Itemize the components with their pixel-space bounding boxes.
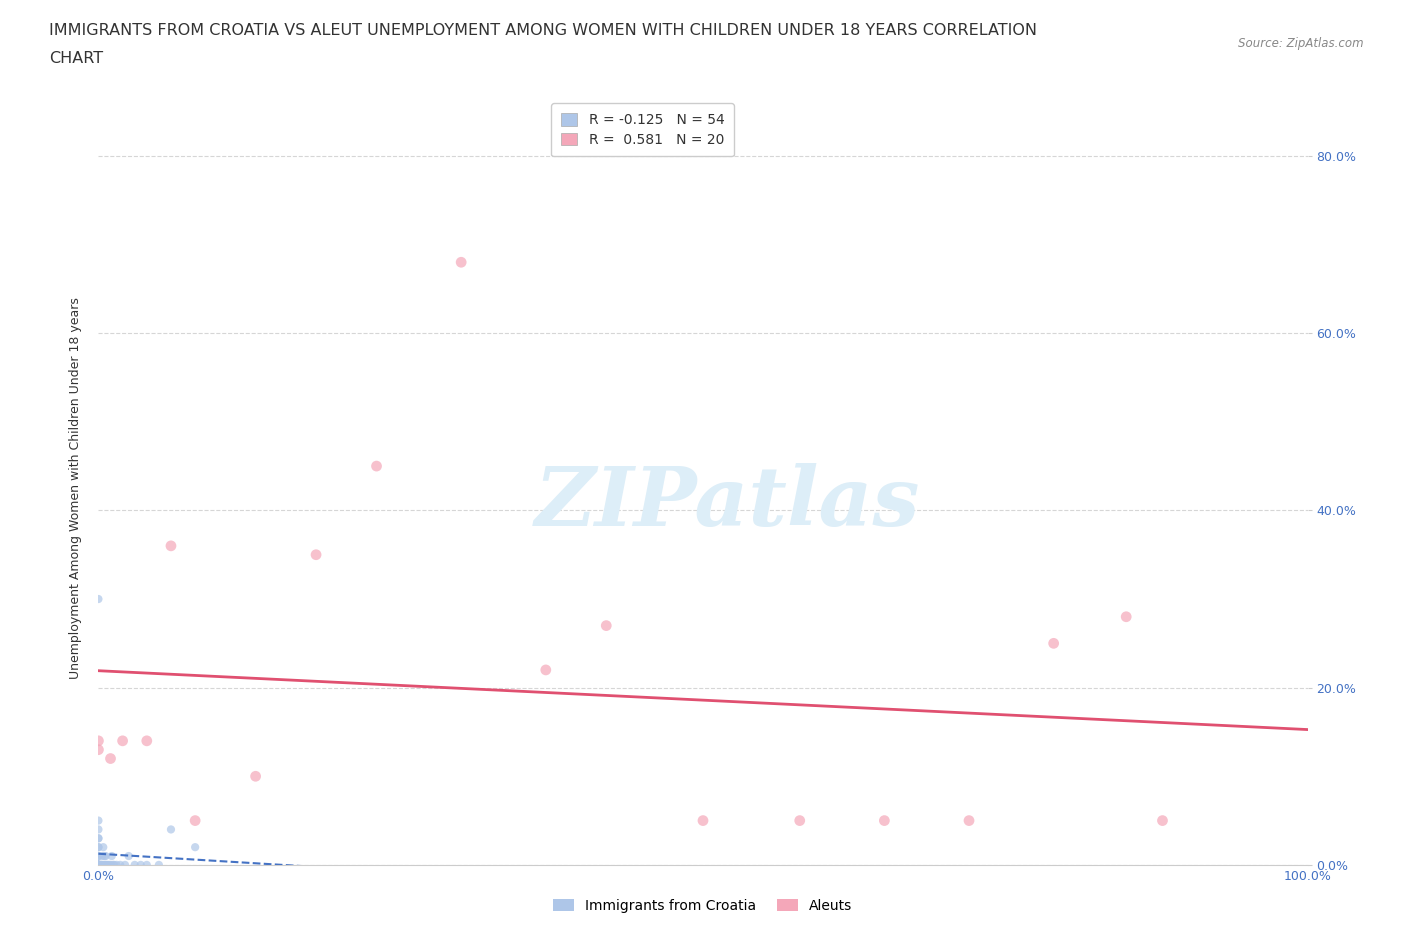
Point [114, 857, 136, 872]
Point [91, 848, 114, 863]
Point [87, 857, 110, 872]
Text: IMMIGRANTS FROM CROATIA VS ALEUT UNEMPLOYMENT AMONG WOMEN WITH CHILDREN UNDER 18: IMMIGRANTS FROM CROATIA VS ALEUT UNEMPLO… [49, 23, 1038, 38]
Point [90, 857, 112, 872]
Point [87, 857, 110, 872]
Point [135, 857, 157, 872]
Point [98, 857, 121, 872]
Point [160, 538, 183, 553]
Point [87, 857, 110, 872]
Y-axis label: Unemployment Among Women with Children Under 18 years: Unemployment Among Women with Children U… [69, 298, 83, 679]
Point [87, 830, 110, 845]
Point [108, 857, 131, 872]
Text: CHART: CHART [49, 51, 103, 66]
Point [87, 857, 110, 872]
Point [87, 857, 110, 872]
Point [1115, 609, 1137, 624]
Point [87, 591, 110, 606]
Point [692, 813, 714, 828]
Point [100, 848, 122, 863]
Point [1152, 813, 1174, 828]
Point [957, 813, 980, 828]
Point [135, 734, 157, 749]
Point [87, 857, 110, 872]
Point [118, 848, 141, 863]
Point [101, 857, 124, 872]
Point [873, 813, 896, 828]
Point [148, 857, 170, 872]
Point [91, 857, 114, 872]
Point [100, 751, 122, 766]
Point [87, 830, 110, 845]
Point [87, 813, 110, 828]
Point [595, 618, 617, 633]
Point [87, 857, 110, 872]
Point [1042, 636, 1064, 651]
Point [87, 857, 110, 872]
Point [87, 848, 110, 863]
Point [87, 822, 110, 837]
Point [89, 857, 111, 872]
Point [87, 734, 110, 749]
Point [111, 734, 134, 749]
Point [184, 813, 207, 828]
Point [97, 857, 120, 872]
Text: ZIPatlas: ZIPatlas [534, 463, 920, 543]
Legend: Immigrants from Croatia, Aleuts: Immigrants from Croatia, Aleuts [548, 894, 858, 919]
Point [91, 857, 114, 872]
Point [89, 857, 111, 872]
Point [103, 857, 125, 872]
Point [91, 840, 114, 855]
Point [96, 857, 118, 872]
Point [87, 857, 110, 872]
Point [305, 547, 328, 562]
Point [94, 848, 117, 863]
Point [87, 857, 110, 872]
Point [90, 857, 112, 872]
Point [100, 857, 122, 872]
Point [87, 857, 110, 872]
Point [93, 848, 115, 863]
Point [789, 813, 811, 828]
Point [87, 848, 110, 863]
Legend: R = -0.125   N = 54, R =  0.581   N = 20: R = -0.125 N = 54, R = 0.581 N = 20 [551, 103, 734, 156]
Point [87, 857, 110, 872]
Point [245, 769, 267, 784]
Point [94, 857, 117, 872]
Point [87, 857, 110, 872]
Point [87, 742, 110, 757]
Point [184, 840, 207, 855]
Point [124, 857, 146, 872]
Point [87, 857, 110, 872]
Point [105, 857, 128, 872]
Point [93, 857, 115, 872]
Point [534, 662, 557, 677]
Point [87, 857, 110, 872]
Text: Source: ZipAtlas.com: Source: ZipAtlas.com [1239, 37, 1364, 50]
Point [450, 255, 472, 270]
Point [87, 840, 110, 855]
Point [129, 857, 152, 872]
Point [366, 458, 388, 473]
Point [160, 822, 183, 837]
Point [87, 857, 110, 872]
Point [87, 840, 110, 855]
